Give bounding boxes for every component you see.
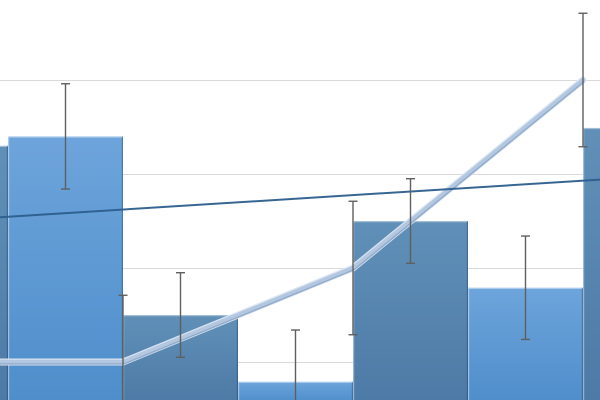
column-dark — [0, 145, 8, 400]
line-series-shadow-edge — [0, 81, 585, 365]
trendline-path — [0, 178, 600, 219]
column-dark — [583, 127, 600, 400]
line-series-path — [0, 77, 586, 365]
